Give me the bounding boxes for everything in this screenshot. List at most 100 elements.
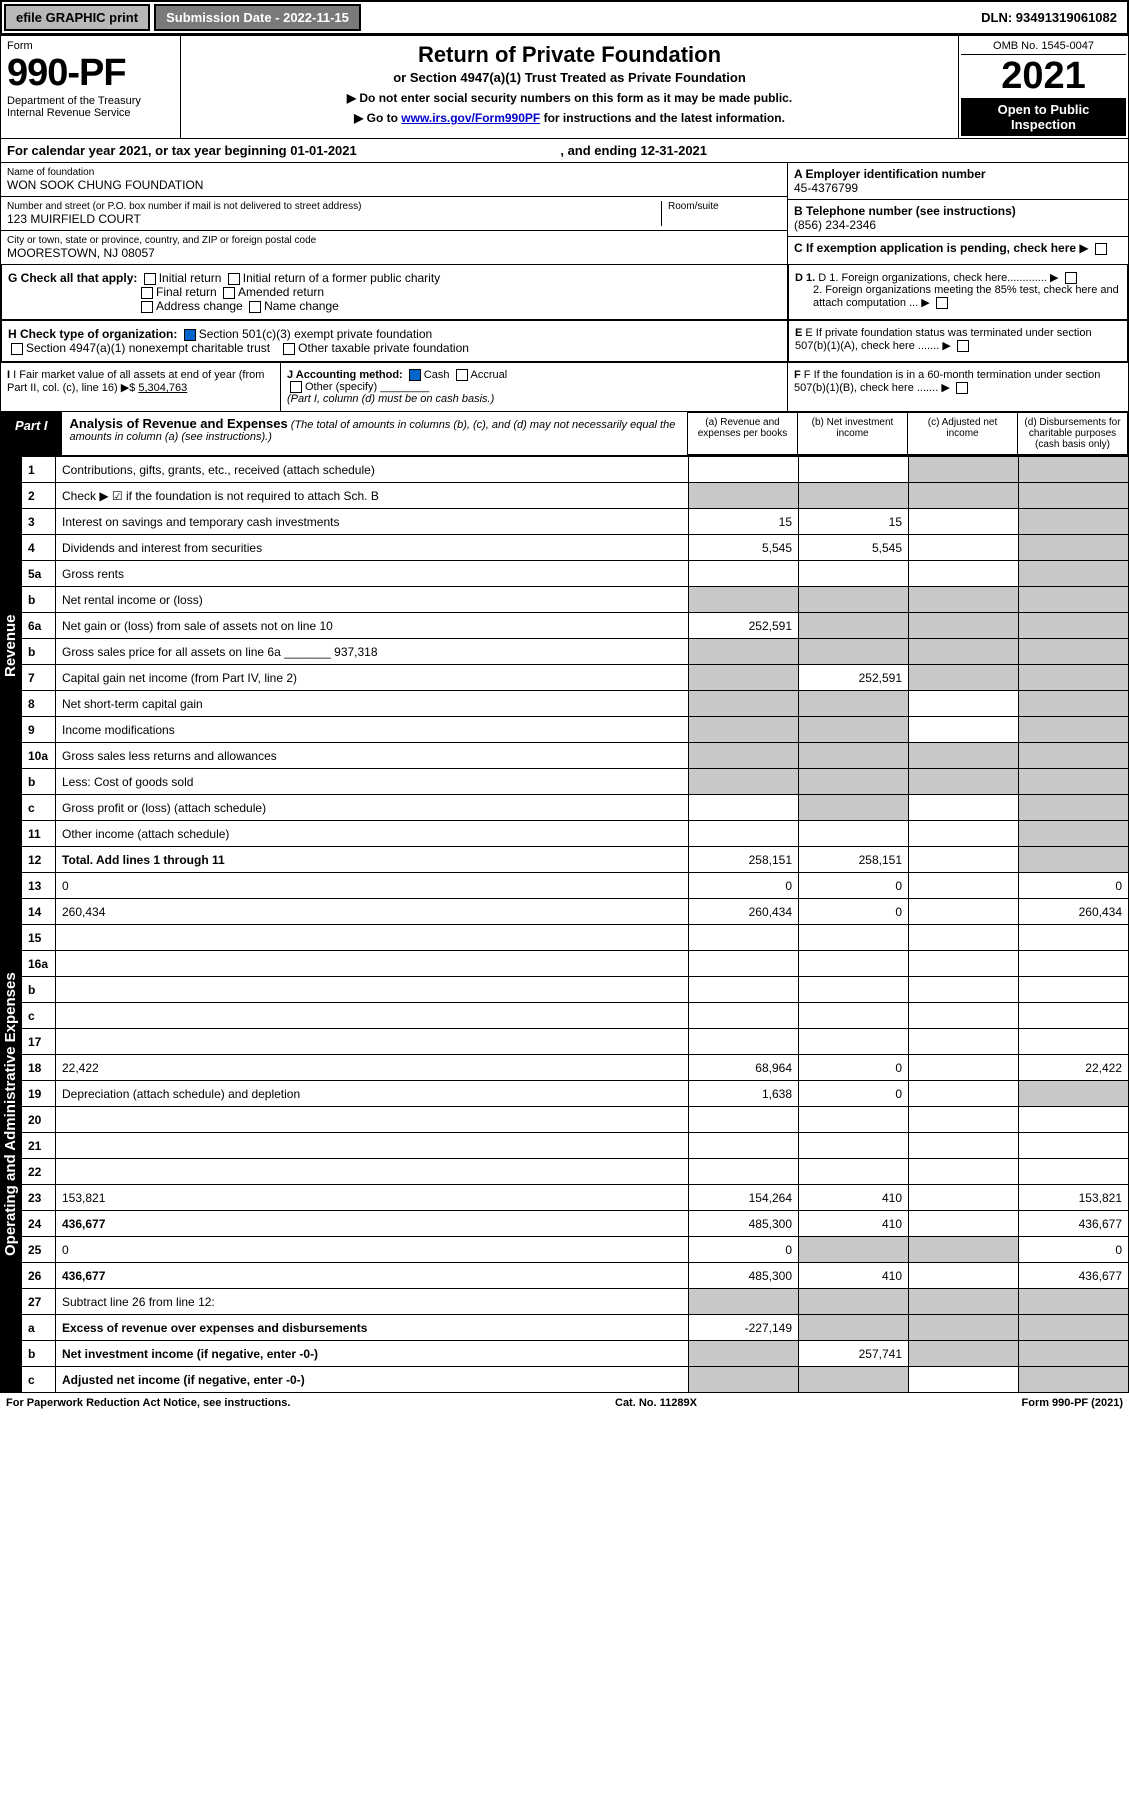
e-row: E E If private foundation status was ter… [795, 327, 1121, 352]
row-description: Less: Cost of goods sold [56, 769, 689, 795]
table-row: 6aNet gain or (loss) from sale of assets… [22, 613, 1129, 639]
initial-former-checkbox[interactable] [228, 273, 240, 285]
table-row: 14260,434260,4340260,434 [22, 899, 1129, 925]
row-description: Capital gain net income (from Part IV, l… [56, 665, 689, 691]
foundation-info-grid: Name of foundation WON SOOK CHUNG FOUNDA… [0, 163, 1129, 265]
row-description: Net rental income or (loss) [56, 587, 689, 613]
col-b-header: (b) Net investment income [798, 412, 908, 455]
page-footer: For Paperwork Reduction Act Notice, see … [0, 1393, 1129, 1413]
row-description [56, 951, 689, 977]
irs-link[interactable]: www.irs.gov/Form990PF [401, 111, 540, 125]
row-description: Gross sales less returns and allowances [56, 743, 689, 769]
row-description: Subtract line 26 from line 12: [56, 1289, 689, 1315]
table-row: 27Subtract line 26 from line 12: [22, 1289, 1129, 1315]
table-row: 26436,677485,300410436,677 [22, 1263, 1129, 1289]
4947-checkbox[interactable] [11, 343, 23, 355]
dln-label: DLN: 93491319061082 [971, 6, 1127, 29]
d1-checkbox[interactable] [1065, 272, 1077, 284]
col-c-header: (c) Adjusted net income [908, 412, 1018, 455]
row-description [56, 1003, 689, 1029]
goto-note: ▶ Go to www.irs.gov/Form990PF for instru… [187, 111, 952, 125]
row-description: Check ▶ ☑ if the foundation is not requi… [56, 483, 689, 509]
table-row: 15 [22, 925, 1129, 951]
ein-row: A Employer identification number 45-4376… [788, 163, 1128, 200]
fmv-value: 5,304,763 [138, 382, 187, 394]
accrual-checkbox[interactable] [456, 369, 468, 381]
table-row: 7Capital gain net income (from Part IV, … [22, 665, 1129, 691]
analysis-table: 1Contributions, gifts, grants, etc., rec… [21, 456, 1129, 1393]
other-method-checkbox[interactable] [290, 381, 302, 393]
table-row: c [22, 1003, 1129, 1029]
address-change-checkbox[interactable] [141, 301, 153, 313]
f-checkbox[interactable] [956, 382, 968, 394]
form-header: Form 990-PF Department of the Treasury I… [0, 35, 1129, 139]
row-description: Other income (attach schedule) [56, 821, 689, 847]
table-row: b [22, 977, 1129, 1003]
row-description: Contributions, gifts, grants, etc., rece… [56, 457, 689, 483]
table-row: 1822,42268,964022,422 [22, 1055, 1129, 1081]
tax-year: 2021 [961, 55, 1126, 98]
ein-value: 45-4376799 [794, 181, 1122, 195]
d1-row: D 1. D 1. Foreign organizations, check h… [795, 271, 1121, 284]
efile-print-button[interactable]: efile GRAPHIC print [4, 4, 150, 31]
phone-row: B Telephone number (see instructions) (8… [788, 200, 1128, 237]
row-description: Net gain or (loss) from sale of assets n… [56, 613, 689, 639]
paperwork-notice: For Paperwork Reduction Act Notice, see … [6, 1397, 290, 1409]
table-row: 25000 [22, 1237, 1129, 1263]
section-i-j-f: I I Fair market value of all assets at e… [0, 363, 1129, 412]
row-description: 436,677 [56, 1263, 689, 1289]
row-description [56, 1159, 689, 1185]
table-row: 1Contributions, gifts, grants, etc., rec… [22, 457, 1129, 483]
j-label: J Accounting method: [287, 369, 403, 381]
table-row: 8Net short-term capital gain [22, 691, 1129, 717]
table-row: aExcess of revenue over expenses and dis… [22, 1315, 1129, 1341]
city-row: City or town, state or province, country… [1, 231, 787, 264]
room-suite-label: Room/suite [668, 201, 781, 212]
cash-checkbox[interactable] [409, 369, 421, 381]
table-row: 20 [22, 1107, 1129, 1133]
foundation-name: WON SOOK CHUNG FOUNDATION [7, 178, 781, 192]
section-g-d: G Check all that apply: Initial return I… [0, 265, 1129, 321]
row-description: 260,434 [56, 899, 689, 925]
row-description: Depreciation (attach schedule) and deple… [56, 1081, 689, 1107]
table-row: 16a [22, 951, 1129, 977]
row-description: Gross profit or (loss) (attach schedule) [56, 795, 689, 821]
d2-checkbox[interactable] [936, 297, 948, 309]
row-description: 153,821 [56, 1185, 689, 1211]
row-description [56, 1107, 689, 1133]
dept-label: Department of the Treasury [7, 95, 174, 107]
table-row: bNet investment income (if negative, ent… [22, 1341, 1129, 1367]
name-row: Name of foundation WON SOOK CHUNG FOUNDA… [1, 163, 787, 197]
table-row: bNet rental income or (loss) [22, 587, 1129, 613]
row-description: 0 [56, 873, 689, 899]
table-row: 21 [22, 1133, 1129, 1159]
other-taxable-checkbox[interactable] [283, 343, 295, 355]
part-1-title: Analysis of Revenue and Expenses (The to… [62, 412, 687, 455]
open-to-public-badge: Open to Public Inspection [961, 98, 1126, 136]
phone-value: (856) 234-2346 [794, 218, 1122, 232]
row-description: Dividends and interest from securities [56, 535, 689, 561]
col-a-header: (a) Revenue and expenses per books [688, 412, 798, 455]
table-row: cAdjusted net income (if negative, enter… [22, 1367, 1129, 1393]
row-description [56, 925, 689, 951]
part-1-tab: Part I [1, 412, 62, 455]
table-row: 4Dividends and interest from securities5… [22, 535, 1129, 561]
table-row: 19Depreciation (attach schedule) and dep… [22, 1081, 1129, 1107]
table-row: 17 [22, 1029, 1129, 1055]
table-row: 24436,677485,300410436,677 [22, 1211, 1129, 1237]
header-center: Return of Private Foundation or Section … [181, 36, 958, 138]
table-row: 23153,821154,264410153,821 [22, 1185, 1129, 1211]
e-checkbox[interactable] [957, 340, 969, 352]
name-change-checkbox[interactable] [249, 301, 261, 313]
form-label: Form [7, 40, 174, 52]
part-1-body: Revenue Operating and Administrative Exp… [0, 456, 1129, 1393]
table-row: 5aGross rents [22, 561, 1129, 587]
table-row: 12Total. Add lines 1 through 11258,15125… [22, 847, 1129, 873]
initial-return-checkbox[interactable] [144, 273, 156, 285]
header-left: Form 990-PF Department of the Treasury I… [1, 36, 181, 138]
exemption-checkbox[interactable] [1095, 243, 1107, 255]
row-description [56, 977, 689, 1003]
501c3-checkbox[interactable] [184, 329, 196, 341]
amended-return-checkbox[interactable] [223, 287, 235, 299]
final-return-checkbox[interactable] [141, 287, 153, 299]
